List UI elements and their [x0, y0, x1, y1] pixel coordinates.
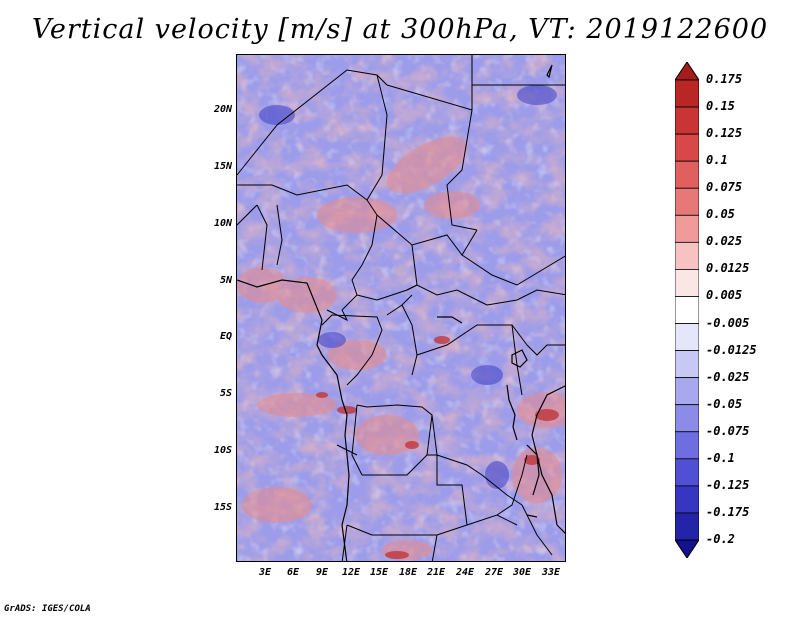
- map-plot: [237, 55, 565, 561]
- colorbar-segment: [675, 160, 699, 189]
- colorbar: [675, 62, 699, 558]
- colorbar-segment: [675, 79, 699, 108]
- colorbar-tick-label: -0.075: [706, 423, 750, 438]
- colorbar-tick-label: -0.025: [706, 369, 750, 384]
- colorbar-max-triangle: [675, 62, 699, 81]
- colorbar-segment: [675, 458, 699, 487]
- lon-label-15e: 15E: [369, 567, 389, 578]
- lon-label-21e: 21E: [426, 567, 446, 578]
- colorbar-tick-label: 0.1: [706, 153, 728, 168]
- colorbar-segment: [675, 377, 699, 406]
- lat-label-5s: 5S: [219, 388, 232, 399]
- colorbar-segment: [675, 106, 699, 135]
- colorbar-tick-label: 0.15: [706, 99, 735, 114]
- colorbar-segment: [675, 404, 699, 433]
- colorbar-segment: [675, 350, 699, 379]
- strong-positive-patches: [316, 336, 559, 559]
- colorbar-tick-label: 0.025: [706, 234, 743, 249]
- colorbar-segment: [675, 512, 699, 541]
- colorbar-tick-label: -0.1: [706, 450, 735, 465]
- lat-label-5n: 5N: [219, 275, 232, 286]
- colorbar-tick-label: 0.075: [706, 180, 743, 195]
- colorbar-tick-label: -0.175: [706, 504, 750, 519]
- lat-label-10n: 10N: [213, 218, 232, 229]
- colorbar-segment: [675, 296, 699, 324]
- colorbar-segment: [675, 133, 699, 162]
- colorbar-tick-label: -0.005: [706, 315, 750, 330]
- colorbar-tick-label: 0.175: [706, 72, 743, 86]
- lat-label-eq: EQ: [219, 331, 232, 342]
- colorbar-tick-label: 0.0125: [706, 261, 750, 276]
- lon-label-24e: 24E: [455, 567, 475, 578]
- lon-label-27e: 27E: [484, 567, 504, 578]
- lon-label-33e: 33E: [541, 567, 561, 578]
- lon-label-9e: 9E: [315, 567, 329, 578]
- colorbar-tick-label: -0.125: [706, 477, 750, 492]
- colorbar-min-triangle: [675, 539, 699, 558]
- colorbar-segment: [675, 323, 699, 351]
- lon-label-3e: 3E: [258, 567, 272, 578]
- lat-label-15s: 15S: [213, 502, 232, 513]
- colorbar-tick-label: -0.0125: [706, 342, 757, 357]
- lon-label-18e: 18E: [398, 567, 418, 578]
- map-panel: [236, 54, 566, 562]
- lat-label-15n: 15N: [213, 161, 232, 172]
- colorbar-segment: [675, 187, 699, 216]
- colorbar-segment: [675, 431, 699, 460]
- colorbar-segment: [675, 269, 699, 297]
- lat-label-10s: 10S: [213, 445, 232, 456]
- colorbar-tick-label: -0.05: [706, 396, 743, 411]
- strong-negative-patches: [259, 85, 557, 489]
- lon-label-6e: 6E: [286, 567, 300, 578]
- lakes: [437, 64, 553, 518]
- lon-label-12e: 12E: [341, 567, 361, 578]
- colorbar-segment: [675, 485, 699, 514]
- grads-credit: GrADS: IGES/COLA: [4, 604, 91, 614]
- colorbar-tick-label: 0.125: [706, 126, 743, 141]
- colorbar-segment: [675, 214, 699, 243]
- colorbar-tick-label: 0.005: [706, 288, 743, 303]
- lon-label-30e: 30E: [512, 567, 532, 578]
- colorbar-tick-label: -0.2: [706, 532, 735, 546]
- lat-label-20n: 20N: [213, 104, 232, 115]
- colorbar-segment: [675, 241, 699, 270]
- colorbar-tick-label: 0.05: [706, 207, 735, 222]
- map-title: Vertical velocity [m/s] at 300hPa, VT: 2…: [31, 14, 769, 45]
